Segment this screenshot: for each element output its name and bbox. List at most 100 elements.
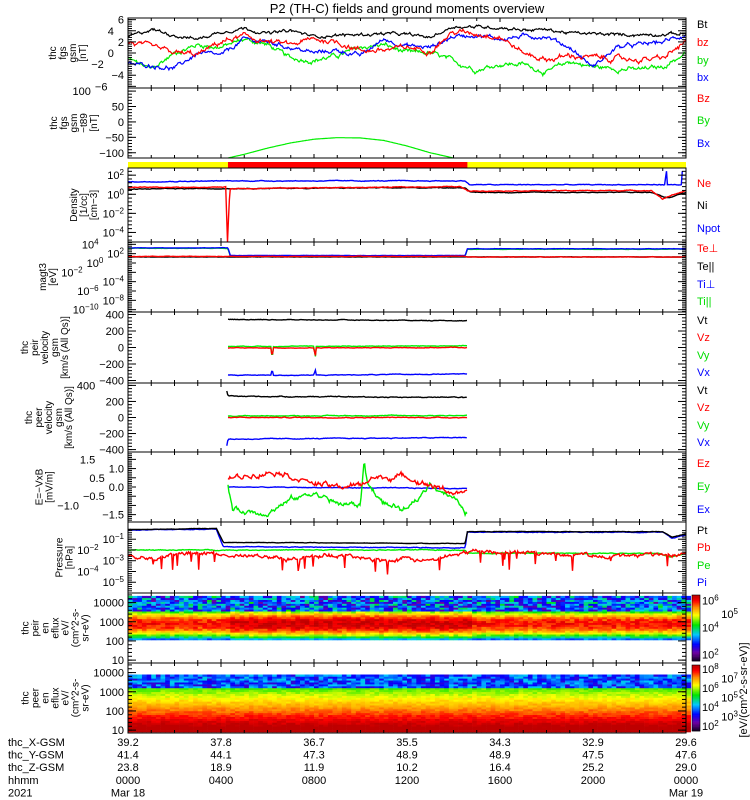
spectrogram-cell <box>151 701 157 704</box>
spectrogram-cell <box>639 618 645 622</box>
spectrogram-cell <box>490 599 496 602</box>
spectrogram-cell <box>239 607 245 610</box>
spectrogram-cell <box>183 603 189 606</box>
spectrogram-cell <box>667 634 673 637</box>
spectrogram-cell <box>174 638 180 641</box>
spectrogram-cell <box>272 712 278 716</box>
spectrogram-cell <box>383 618 389 622</box>
spectrogram-cell <box>397 618 403 622</box>
spectrogram-cell <box>128 622 133 625</box>
spectrogram-cell <box>151 707 157 710</box>
spectrogram-cell <box>253 630 259 633</box>
spectrogram-cell <box>541 599 547 602</box>
spectrogram-cell <box>207 611 212 614</box>
spectrogram-cell <box>495 613 501 616</box>
spectrogram-cell <box>314 615 319 618</box>
spectrogram-cell <box>644 609 650 612</box>
spectrogram-cell <box>593 626 598 629</box>
spectrogram-cell <box>327 634 333 637</box>
spectrogram-cell <box>281 638 287 641</box>
spectrogram-cell <box>597 628 603 631</box>
spectrogram-cell <box>160 638 166 641</box>
spectrogram-cell <box>151 616 157 620</box>
y-tick-label: 10−4 <box>77 564 99 578</box>
spectrogram-cell <box>667 607 673 610</box>
spectrogram-cell <box>448 616 454 620</box>
spectrogram-cell <box>341 605 347 608</box>
spectrogram-cell <box>523 636 529 639</box>
spectrogram-cell <box>244 601 250 604</box>
spectrogram-cell <box>686 616 691 620</box>
spectrogram-cell <box>323 622 329 625</box>
spectrogram-cell <box>272 682 278 685</box>
spectrogram-cell <box>239 689 245 693</box>
spectrogram-cell <box>230 701 236 704</box>
spectrogram-cell <box>262 697 268 700</box>
spectrogram-cell <box>141 686 147 689</box>
spectrogram-cell <box>593 615 598 618</box>
legend-Vx: Vx <box>697 437 710 449</box>
spectrogram-cell <box>420 622 426 625</box>
spectrogram-cell <box>169 724 175 727</box>
spectrogram-cell <box>407 622 412 625</box>
spectrogram-cell <box>379 636 385 639</box>
spectrogram-cell <box>620 595 626 599</box>
spectrogram-cell <box>137 680 143 683</box>
spectrogram-cell <box>555 628 561 631</box>
spectrogram-cell <box>174 613 180 616</box>
spectrogram-cell <box>407 597 412 601</box>
colorbar-swatch <box>692 643 700 645</box>
spectrogram-cell <box>355 634 361 637</box>
spectrogram-cell <box>644 599 650 602</box>
spectrogram-cell <box>597 605 603 608</box>
spectrogram-cell <box>662 622 668 625</box>
spectrogram-cell <box>369 597 375 601</box>
spectrogram-cell <box>197 722 203 725</box>
spectrogram-cell <box>579 616 584 620</box>
spectrogram-cell <box>304 611 310 614</box>
spectrogram-cell <box>374 609 380 612</box>
spectrogram-cell <box>434 618 440 622</box>
spectrogram-cell <box>579 622 584 625</box>
spectrogram-cell <box>258 722 264 725</box>
spectrogram-cell <box>248 699 254 702</box>
spectrogram-cell <box>644 630 650 633</box>
spectrogram-cell <box>155 616 161 620</box>
spectrogram-cell <box>658 603 664 606</box>
spectrogram-cell <box>193 634 199 637</box>
spectrogram-cell <box>360 605 366 608</box>
spectrogram-cell <box>188 618 194 622</box>
spectrogram-cell <box>611 636 617 639</box>
spectrogram-cell <box>541 626 547 629</box>
spectrogram-cell <box>397 632 403 635</box>
spectrogram-cell <box>397 630 403 633</box>
spectrogram-cell <box>648 626 654 629</box>
spectrogram-cell <box>634 609 640 612</box>
spectrogram-cell <box>202 680 208 683</box>
spectrogram-cell <box>207 687 212 691</box>
spectrogram-cell <box>620 611 626 614</box>
spectrogram-cell <box>369 595 375 599</box>
spectrogram-cell <box>337 597 343 601</box>
spectrogram-cell <box>337 616 343 620</box>
spectrogram-cell <box>518 595 524 599</box>
spectrogram-cell <box>555 599 561 602</box>
spectrogram-cell <box>434 607 440 610</box>
spectrogram-cell <box>193 714 199 717</box>
spectrogram-cell <box>225 630 231 633</box>
spectrogram-cell <box>407 626 412 629</box>
colorbar-swatch <box>692 659 700 662</box>
spectrogram-cell <box>281 684 287 687</box>
y-tick-label: 6 <box>118 15 124 27</box>
spectrogram-cell <box>481 638 487 641</box>
spectrogram-cell <box>221 597 226 601</box>
spectrogram-cell <box>253 601 259 604</box>
spectrogram-cell <box>253 724 259 727</box>
spectrogram-cell <box>193 678 199 681</box>
spectrogram-cell <box>472 636 478 639</box>
spectrogram-cell <box>137 724 143 727</box>
spectrogram-cell <box>248 682 254 685</box>
spectrogram-cell <box>272 630 278 633</box>
spectrogram-cell <box>262 613 268 616</box>
spectrogram-cell <box>141 701 147 704</box>
